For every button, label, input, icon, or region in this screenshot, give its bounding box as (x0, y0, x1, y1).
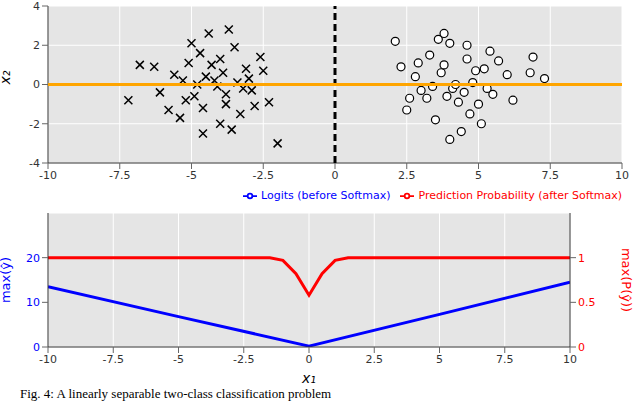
svg-text:0.5: 0.5 (578, 296, 596, 309)
svg-text:5: 5 (436, 353, 443, 366)
svg-text:x₁: x₁ (301, 370, 316, 383)
svg-text:-2.5: -2.5 (233, 353, 254, 366)
svg-text:0: 0 (578, 341, 585, 354)
svg-text:x₂: x₂ (8, 70, 13, 85)
svg-text:-10: -10 (39, 353, 57, 366)
html-text:Fig. 4: A linearly separable t: Fig. 4: A linearly separable two-class c… (20, 386, 332, 401)
svg-text:4: 4 (33, 0, 40, 13)
svg-text:20: 20 (26, 252, 40, 265)
svg-text:-5: -5 (173, 353, 184, 366)
svg-text:7.5: 7.5 (496, 353, 514, 366)
svg-text:7.5: 7.5 (542, 169, 560, 182)
svg-text:2.5: 2.5 (366, 353, 384, 366)
svg-text:-2.5: -2.5 (253, 169, 274, 182)
html-text:Prediction Probability (after: Prediction Probability (after Softmax) (418, 189, 622, 202)
svg-text:5: 5 (475, 169, 482, 182)
svg-text:1: 1 (578, 252, 585, 265)
svg-text:max(ŷ): max(ŷ) (8, 257, 13, 303)
svg-text:2: 2 (33, 39, 40, 52)
svg-text:0: 0 (332, 169, 339, 182)
svg-text:-10: -10 (39, 169, 57, 182)
svg-text:10: 10 (26, 296, 40, 309)
svg-text:10: 10 (563, 353, 577, 366)
svg-text:-7.5: -7.5 (103, 353, 124, 366)
svg-text:-4: -4 (29, 157, 40, 170)
svg-text:-5: -5 (186, 169, 197, 182)
svg-text:0: 0 (306, 353, 313, 366)
svg-text:0: 0 (33, 341, 40, 354)
html-text:Logits (before Softmax): Logits (before Softmax) (261, 189, 391, 202)
svg-text:10: 10 (615, 169, 629, 182)
svg-text:0: 0 (33, 78, 40, 91)
svg-text:-2: -2 (29, 118, 40, 131)
svg-text:max(P(ŷ)): max(P(ŷ)) (619, 248, 632, 312)
svg-text:-7.5: -7.5 (109, 169, 130, 182)
svg-text:2.5: 2.5 (398, 169, 416, 182)
